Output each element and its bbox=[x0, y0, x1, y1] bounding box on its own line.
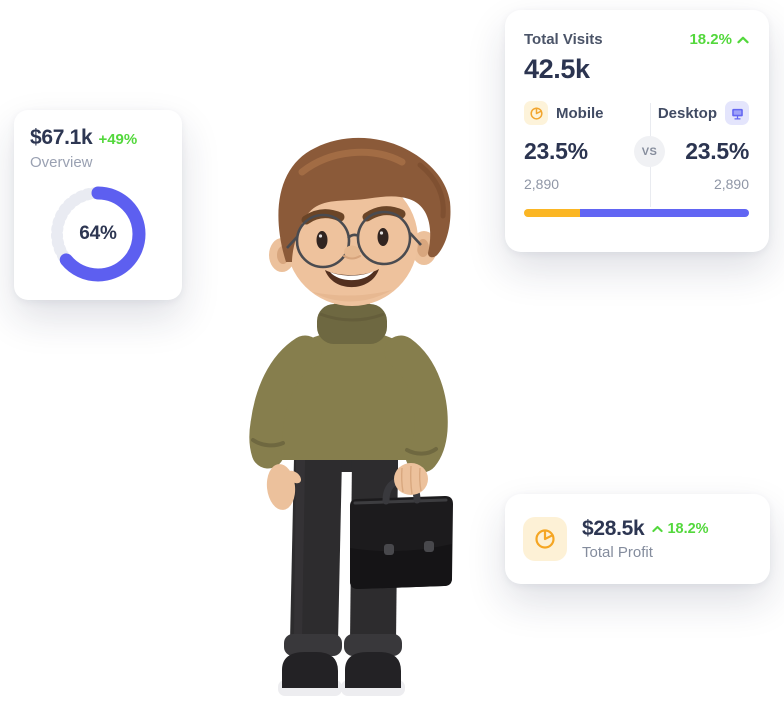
overview-donut-progress bbox=[50, 186, 146, 282]
mobile-device-label: Mobile bbox=[524, 101, 604, 125]
desktop-count: 2,890 bbox=[713, 176, 749, 192]
pie-chart-icon bbox=[523, 517, 567, 561]
mobile-percent: 23.5% bbox=[524, 138, 588, 164]
character-shoes bbox=[278, 652, 405, 696]
device-comparison: Mobile Desktop 23.5% 23.5% bbox=[524, 101, 749, 207]
total-visits-value: 42.5k bbox=[524, 54, 590, 84]
total-profit-card[interactable]: $28.5k 18.2% Total Profit bbox=[505, 494, 770, 584]
total-profit-value: $28.5k bbox=[582, 517, 645, 540]
total-visits-delta-value: 18.2% bbox=[689, 31, 732, 48]
overview-delta: +49% bbox=[98, 131, 138, 148]
desktop-device-label: Desktop bbox=[658, 101, 749, 125]
overview-card[interactable]: $67.1k +49% Overview 64% bbox=[14, 110, 182, 300]
character-head bbox=[269, 137, 451, 306]
vs-badge: VS bbox=[634, 136, 665, 167]
mobile-count: 2,890 bbox=[524, 176, 560, 192]
overview-value: $67.1k bbox=[30, 126, 93, 149]
mobile-label-text: Mobile bbox=[556, 104, 604, 122]
total-profit-delta: 18.2% bbox=[652, 521, 709, 537]
character-sweater bbox=[249, 330, 448, 473]
bar-mobile bbox=[524, 209, 581, 217]
overview-label: Overview bbox=[30, 154, 93, 171]
device-share-bar bbox=[524, 209, 749, 217]
total-profit-delta-value: 18.2% bbox=[667, 521, 709, 537]
total-visits-title: Total Visits bbox=[524, 31, 603, 48]
total-profit-label: Total Profit bbox=[582, 544, 653, 561]
overview-donut-chart: 64% bbox=[43, 179, 153, 289]
overview-donut-value: 64% bbox=[79, 223, 117, 244]
desktop-monitor-icon bbox=[725, 101, 749, 125]
chevron-up-icon bbox=[737, 36, 749, 43]
desktop-label-text: Desktop bbox=[657, 104, 717, 122]
pie-chart-icon bbox=[524, 101, 548, 125]
total-visits-card[interactable]: Total Visits 18.2% 42.5k bbox=[505, 10, 769, 252]
character-hands bbox=[266, 463, 428, 510]
bar-desktop bbox=[580, 209, 749, 217]
chevron-up-icon bbox=[652, 525, 664, 533]
briefcase bbox=[350, 477, 453, 589]
glasses-icon bbox=[286, 210, 422, 269]
character-hair bbox=[278, 137, 451, 262]
desktop-percent: 23.5% bbox=[685, 138, 749, 164]
total-visits-delta: 18.2% bbox=[689, 31, 749, 48]
